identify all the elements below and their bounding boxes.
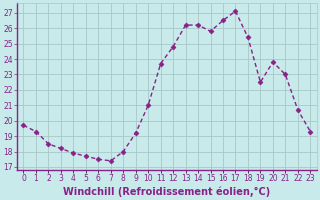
X-axis label: Windchill (Refroidissement éolien,°C): Windchill (Refroidissement éolien,°C) — [63, 186, 270, 197]
